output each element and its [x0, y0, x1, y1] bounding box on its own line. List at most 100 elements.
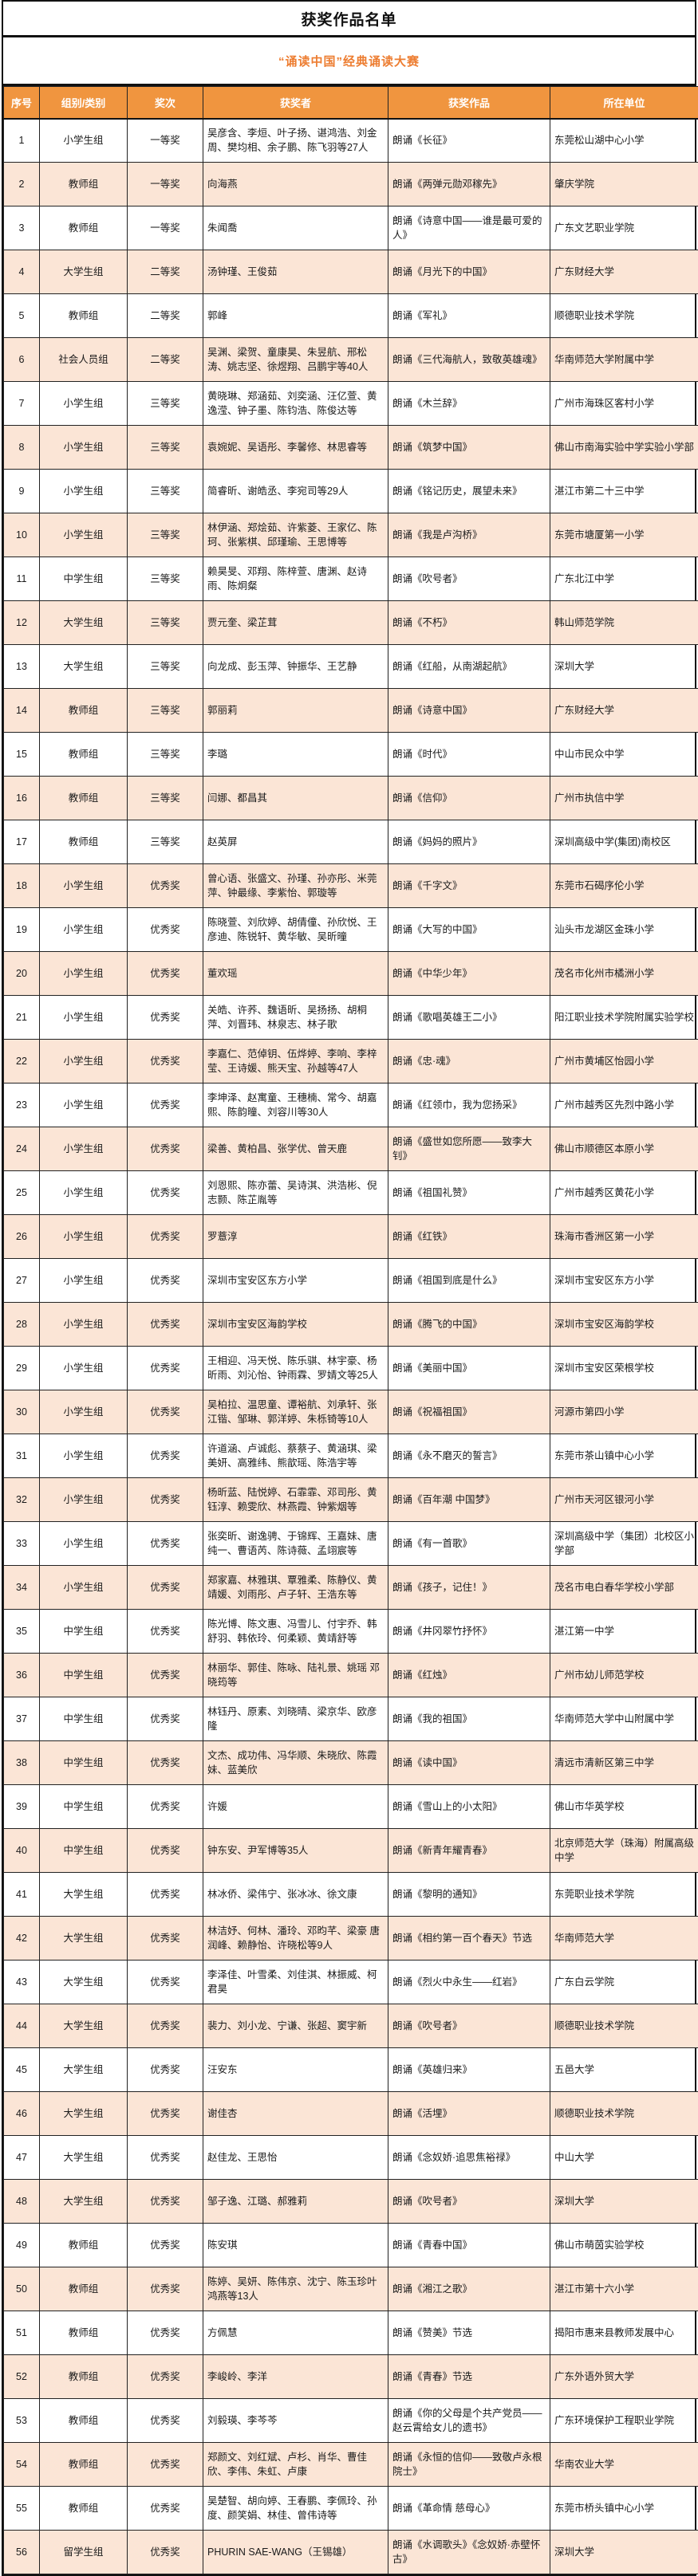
cell-group: 小学生组	[40, 513, 128, 557]
cell-award: 优秀奖	[128, 908, 203, 952]
cell-award: 二等奖	[128, 250, 203, 294]
cell-work: 朗诵《念奴娇·追思焦裕禄》	[388, 2136, 550, 2180]
cell-award: 优秀奖	[128, 1478, 203, 1522]
cell-org: 深圳市宝安区海韵学校	[550, 1303, 698, 1347]
cell-no: 12	[4, 601, 40, 645]
cell-group: 小学生组	[40, 996, 128, 1040]
cell-award: 三等奖	[128, 777, 203, 820]
cell-group: 教师组	[40, 2487, 128, 2531]
cell-org: 华南师范大学中山附属中学	[550, 1697, 698, 1741]
cell-no: 13	[4, 645, 40, 689]
cell-org: 广东文艺职业学院	[550, 206, 698, 250]
cell-group: 小学生组	[40, 908, 128, 952]
cell-winners: 裴力、刘小龙、宁谦、张超、窦宇新	[203, 2004, 388, 2048]
cell-award: 优秀奖	[128, 1347, 203, 1390]
cell-award: 优秀奖	[128, 996, 203, 1040]
cell-winners: 深圳市宝安区东方小学	[203, 1259, 388, 1303]
cell-no: 31	[4, 1434, 40, 1478]
cell-org: 深圳市宝安区荣根学校	[550, 1347, 698, 1390]
cell-work: 朗诵《革命情 慈母心》	[388, 2487, 550, 2531]
cell-award: 三等奖	[128, 382, 203, 426]
cell-group: 留学生组	[40, 2531, 128, 2574]
cell-no: 29	[4, 1347, 40, 1390]
cell-winners: 杨昕蓝、陆悦婷、石霏霏、邓司彤、黄钰淳、赖雯欣、林燕霞、钟紫烟等	[203, 1478, 388, 1522]
cell-no: 37	[4, 1697, 40, 1741]
cell-work: 朗诵《相约第一百个春天》节选	[388, 1917, 550, 1961]
cell-work: 朗诵《青春中国》	[388, 2224, 550, 2267]
cell-org: 广州市天河区银河小学	[550, 1478, 698, 1522]
cell-group: 小学生组	[40, 426, 128, 470]
cell-group: 小学生组	[40, 1390, 128, 1434]
cell-org: 顺德职业技术学院	[550, 2004, 698, 2048]
cell-group: 教师组	[40, 2399, 128, 2443]
cell-org: 深圳大学	[550, 645, 698, 689]
cell-group: 小学生组	[40, 1347, 128, 1390]
cell-group: 教师组	[40, 294, 128, 338]
cell-group: 大学生组	[40, 601, 128, 645]
cell-org: 清远市清新区第三中学	[550, 1741, 698, 1785]
cell-no: 48	[4, 2180, 40, 2224]
cell-work: 朗诵《永不磨灭的誓言》	[388, 1434, 550, 1478]
cell-winners: 梁善、黄柏昌、张学优、曾天鹿	[203, 1127, 388, 1171]
cell-award: 优秀奖	[128, 1829, 203, 1873]
cell-org: 茂名市电白春华学校小学部	[550, 1566, 698, 1610]
cell-award: 优秀奖	[128, 2267, 203, 2311]
cell-org: 佛山市萌茵实验学校	[550, 2224, 698, 2267]
cell-org: 河源市第四小学	[550, 1390, 698, 1434]
cell-group: 大学生组	[40, 2004, 128, 2048]
cell-winners: 罗薏淳	[203, 1215, 388, 1259]
cell-group: 教师组	[40, 206, 128, 250]
cell-award: 二等奖	[128, 294, 203, 338]
cell-winners: 吴楚智、胡向婷、王春鹏、李佩玲、孙度、颜笑娟、林佳、曾伟诗等	[203, 2487, 388, 2531]
cell-work: 朗诵《英雄归来》	[388, 2048, 550, 2092]
cell-work: 朗诵《时代》	[388, 733, 550, 777]
cell-award: 优秀奖	[128, 2004, 203, 2048]
cell-org: 茂名市化州市橘洲小学	[550, 952, 698, 996]
cell-award: 优秀奖	[128, 1522, 203, 1566]
cell-no: 45	[4, 2048, 40, 2092]
table-header-row: 序号 组别/类别 奖次 获奖者 获奖作品 所在单位	[4, 87, 698, 119]
cell-org: 华南农业大学	[550, 2443, 698, 2487]
cell-no: 24	[4, 1127, 40, 1171]
cell-award: 三等奖	[128, 470, 203, 513]
cell-group: 大学生组	[40, 2048, 128, 2092]
cell-winners: 吴渊、梁贺、童康昊、朱昱航、邢松涛、姚志坚、徐煜翔、吕鹏宇等40人	[203, 338, 388, 382]
cell-no: 2	[4, 163, 40, 206]
cell-no: 11	[4, 557, 40, 601]
cell-group: 教师组	[40, 733, 128, 777]
cell-winners: PHURIN SAE-WANG（王锡雄）	[203, 2531, 388, 2574]
page-title: 获奖作品名单	[3, 2, 695, 37]
cell-work: 朗诵《雪山上的小太阳》	[388, 1785, 550, 1829]
cell-work: 朗诵《你的父母是个共产党员——赵云霄给女儿的遗书》	[388, 2399, 550, 2443]
cell-group: 小学生组	[40, 1083, 128, 1127]
cell-no: 9	[4, 470, 40, 513]
cell-org: 广东财经大学	[550, 250, 698, 294]
cell-org: 广东白云学院	[550, 1961, 698, 2004]
cell-org: 广州市越秀区先烈中路小学	[550, 1083, 698, 1127]
cell-work: 朗诵《忠·魂》	[388, 1040, 550, 1083]
cell-group: 大学生组	[40, 2136, 128, 2180]
